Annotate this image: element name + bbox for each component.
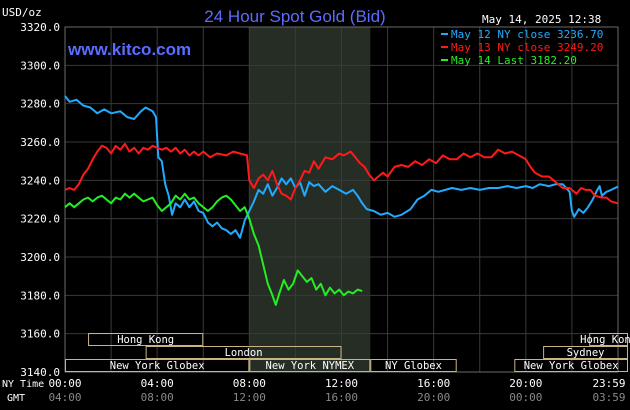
market-label: Hong Kong — [580, 334, 630, 346]
timestamp: May 14, 2025 12:38 — [482, 13, 601, 26]
y-tick-label: 3140.0 — [20, 366, 60, 379]
watermark: www.kitco.com — [67, 40, 191, 59]
ny-time-tick: 00:00 — [48, 377, 81, 390]
gmt-tick: 03:59 — [592, 391, 625, 404]
series-lines — [64, 95, 619, 306]
market-label: New York NYMEX — [266, 360, 355, 372]
ny-time-tick: 04:00 — [141, 377, 174, 390]
y-tick-label: 3300.0 — [20, 59, 60, 72]
gmt-tick: 08:00 — [141, 391, 174, 404]
market-box — [145, 346, 342, 359]
legend-label: May 13 NY close 3249.20 — [451, 41, 603, 54]
y-tick-label: 3160.0 — [20, 328, 60, 341]
gmt-tick: 04:00 — [48, 391, 81, 404]
ny-time-tick: 12:00 — [325, 377, 358, 390]
series-line — [64, 142, 619, 205]
chart-title: 24 Hour Spot Gold (Bid) — [204, 7, 385, 26]
series-line — [64, 192, 363, 306]
gmt-tick: 00:00 — [509, 391, 542, 404]
y-tick-label: 3240.0 — [20, 174, 60, 187]
gmt-tick: 20:00 — [417, 391, 450, 404]
y-tick-label: 3280.0 — [20, 98, 60, 111]
y-tick-label: 3200.0 — [20, 251, 60, 264]
y-tick-label: 3180.0 — [20, 289, 60, 302]
ny-time-row-label: NY Time — [2, 379, 44, 390]
y-axis: 3320.0 3300.0 3280.0 3260.0 3240.0 3220.0 3200… — [20, 21, 60, 379]
y-tick-label: 3320.0 — [20, 21, 60, 34]
market-label: Sydney — [567, 347, 605, 359]
market-box — [370, 359, 457, 372]
gmt-row-label: GMT — [7, 393, 25, 404]
gmt-tick: 16:00 — [325, 391, 358, 404]
market-box — [514, 359, 628, 372]
ny-time-tick: 23:59 — [592, 377, 625, 390]
gmt-tick: 12:00 — [233, 391, 266, 404]
market-label: New York Globex — [110, 360, 205, 372]
market-label: Hong Kong — [117, 334, 174, 346]
ny-time-tick: 16:00 — [417, 377, 450, 390]
legend-label: May 14 Last 3182.20 — [451, 54, 577, 67]
unit-label: USD/oz — [2, 6, 42, 19]
x-axis: NY TimeGMT00:0004:0004:0008:0008:0012:00… — [2, 377, 626, 404]
ny-time-tick: 20:00 — [509, 377, 542, 390]
market-label: NY Globex — [385, 360, 442, 372]
y-tick-label: 3260.0 — [20, 136, 60, 149]
market-box — [88, 333, 204, 346]
nymex-session-shade — [249, 27, 371, 372]
market-box — [589, 333, 629, 346]
legend-label: May 12 NY close 3236.70 — [451, 28, 603, 41]
ny-time-tick: 08:00 — [233, 377, 266, 390]
series-line — [64, 95, 619, 239]
market-label: London — [225, 347, 263, 359]
y-tick-label: 3220.0 — [20, 213, 60, 226]
market-box — [249, 359, 371, 372]
market-label: New York Globex — [524, 360, 619, 372]
market-box — [65, 359, 250, 372]
market-box — [543, 346, 628, 359]
